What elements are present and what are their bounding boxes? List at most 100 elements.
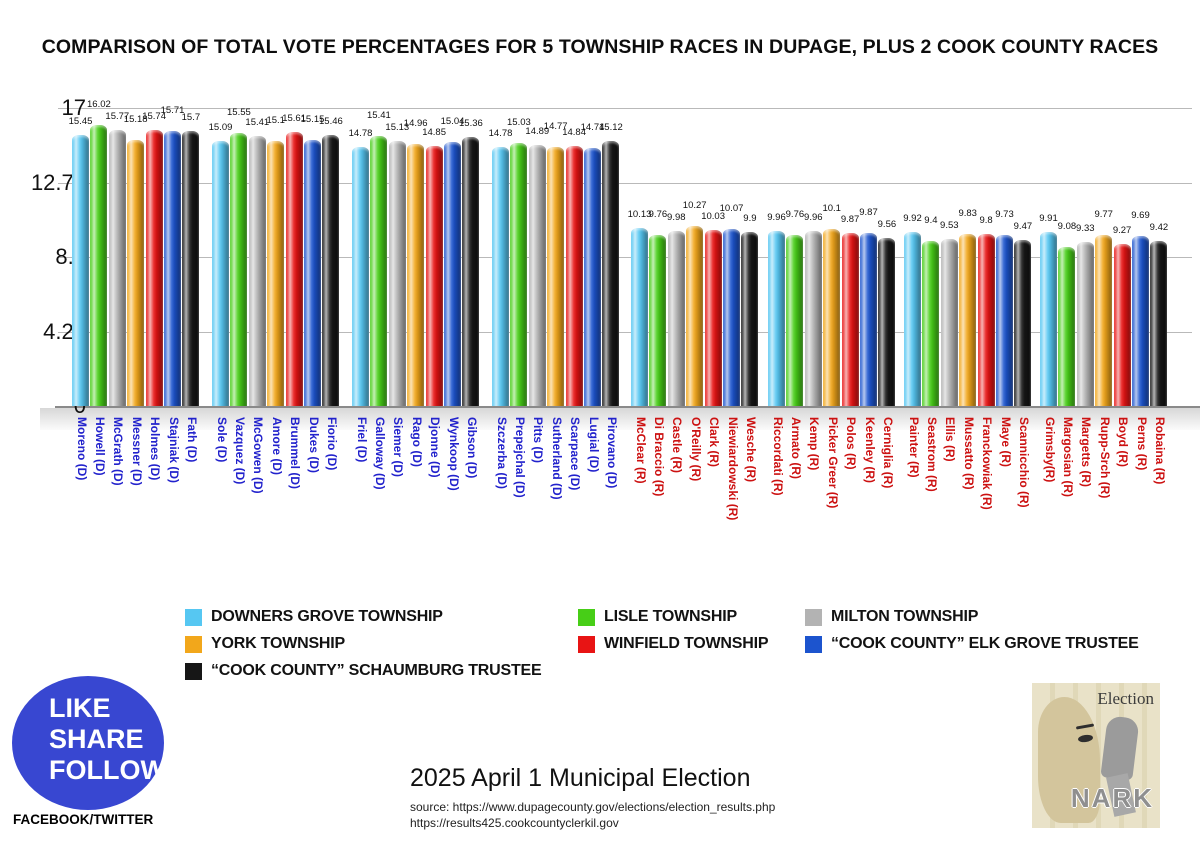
bar: [1076, 242, 1094, 406]
candidate-label: Fiorio (D): [324, 417, 339, 471]
candidate-label: Dukes (D): [306, 417, 321, 474]
bar-value-label: 15.46: [319, 115, 343, 127]
candidate-label: Armato (R): [788, 417, 803, 479]
legend-label: WINFIELD TOWNSHIP: [604, 635, 769, 652]
bar: [565, 145, 583, 406]
bar-value-label: 9.76: [648, 208, 668, 220]
candidate-label: Ellis (R): [943, 417, 958, 462]
bar: [704, 230, 722, 406]
legend-label: “COOK COUNTY” ELK GROVE TRUSTEE: [831, 635, 1139, 652]
legend-label: MILTON TOWNSHIP: [831, 608, 979, 625]
gridline: [58, 182, 1192, 184]
candidate-label: Djonne (D): [428, 417, 443, 478]
bar: [922, 241, 940, 406]
candidate-label: Galloway (D): [372, 417, 387, 490]
bar: [267, 141, 285, 406]
candidate-label: Vazquez (D): [232, 417, 247, 485]
bar: [322, 134, 340, 406]
bar: [444, 142, 461, 406]
bar-value-label: 9.92: [903, 213, 922, 225]
legend-swatch: [805, 635, 822, 653]
bar: [977, 234, 995, 406]
gridline: [58, 257, 1192, 258]
bar-value-label: 15.04: [440, 116, 465, 128]
bar-value-label: 10.03: [701, 211, 725, 223]
legend-item-schaumburg: “COOK COUNTY” SCHAUMBURG TRUSTEE: [185, 662, 578, 680]
candidate-label: Franckowiak (R): [980, 417, 995, 510]
bar: [212, 141, 229, 406]
candidate-label: Lugial (D): [586, 417, 601, 473]
candidate-label: Siemer (D): [391, 417, 406, 478]
candidate-label: McClear (R): [633, 417, 648, 484]
legend: DOWNERS GROVE TOWNSHIP LISLE TOWNSHIP MI…: [185, 608, 1139, 680]
legend-swatch: [185, 608, 202, 626]
legend-swatch: [578, 608, 595, 626]
candidate-label: Perns (R): [1134, 417, 1149, 471]
bar-value-label: 10.1: [822, 202, 841, 214]
bar-value-label: 15.41: [245, 116, 270, 128]
source-line-2: https://results425.cookcountyclerkil.gov: [410, 816, 619, 830]
candidate-label: Sole (D): [214, 417, 229, 463]
bar-value-label: 14.74: [580, 121, 605, 133]
legend-item-york: YORK TOWNSHIP: [185, 635, 578, 653]
bar-value-label: 15.36: [459, 117, 483, 129]
candidate-label: Wynkoop (D): [446, 417, 461, 491]
bar: [352, 146, 369, 406]
candidate-label: Margetts (R): [1079, 417, 1094, 488]
bar-value-label: 9.8: [979, 215, 993, 227]
logo-nark-text: NARK: [1070, 783, 1154, 813]
bar: [584, 147, 601, 406]
bar-value-label: 9.53: [940, 219, 959, 231]
bar: [230, 133, 248, 406]
bar: [407, 143, 425, 406]
bar: [528, 144, 546, 406]
bar-value-label: 15.03: [507, 116, 531, 128]
footer-title: 2025 April 1 Municipal Election: [410, 764, 751, 792]
candidate-label: Seastrom (R): [924, 417, 939, 492]
bar: [182, 130, 200, 406]
candidate-label: Gibson (D): [464, 417, 479, 479]
bar: [723, 229, 740, 406]
legend-item-winfield: WINFIELD TOWNSHIP: [578, 635, 805, 653]
bar: [492, 146, 509, 406]
bar: [425, 145, 443, 406]
election-nark-logo: Election NARK: [1032, 683, 1160, 828]
candidate-label: Maye (R): [998, 417, 1013, 468]
badge-line-share: SHARE: [49, 724, 144, 754]
bar: [631, 228, 648, 406]
footer: 2025 April 1 Municipal Election source: …: [410, 764, 775, 831]
chart-floor: [40, 408, 1200, 430]
bar-value-label: 14.85: [422, 126, 446, 138]
legend-swatch: [805, 608, 822, 626]
bar-value-label: 14.84: [562, 126, 586, 138]
bar: [878, 238, 896, 406]
candidate-label: Amore (D): [269, 417, 284, 476]
bar: [248, 135, 266, 406]
bar: [127, 139, 145, 406]
bar-value-label: 9.27: [1112, 224, 1132, 236]
legend-swatch: [185, 662, 202, 680]
legend-item-lisle: LISLE TOWNSHIP: [578, 608, 805, 626]
badge-line-follow: FOLLOW: [49, 755, 166, 785]
bar: [1058, 246, 1076, 406]
bar-value-label: 9.96: [767, 212, 786, 224]
like-share-follow-badge: LIKE SHARE FOLLOW: [12, 676, 166, 810]
gridline: [58, 108, 1192, 109]
bar-value-label: 9.69: [1131, 210, 1150, 222]
chart-title: COMPARISON OF TOTAL VOTE PERCENTAGES FOR…: [41, 36, 1159, 58]
bar: [1014, 239, 1032, 406]
bar-value-label: 15.77: [105, 110, 130, 122]
bar: [510, 142, 528, 406]
bar-value-label: 15.15: [300, 114, 325, 126]
candidate-label: Fath (D): [184, 417, 199, 463]
candidate-label: Robaina (R): [1152, 417, 1167, 485]
candidate-label: Pitts (D): [531, 417, 546, 463]
bar-value-label: 16.02: [87, 99, 111, 111]
candidate-label: Niewiardowski (R): [725, 417, 740, 521]
bar: [823, 228, 841, 406]
bar-value-label: 9.73: [995, 209, 1014, 221]
candidate-label: Margosian (R): [1060, 417, 1075, 498]
bar: [1132, 236, 1149, 406]
candidate-label: McGowen (D): [251, 417, 266, 494]
